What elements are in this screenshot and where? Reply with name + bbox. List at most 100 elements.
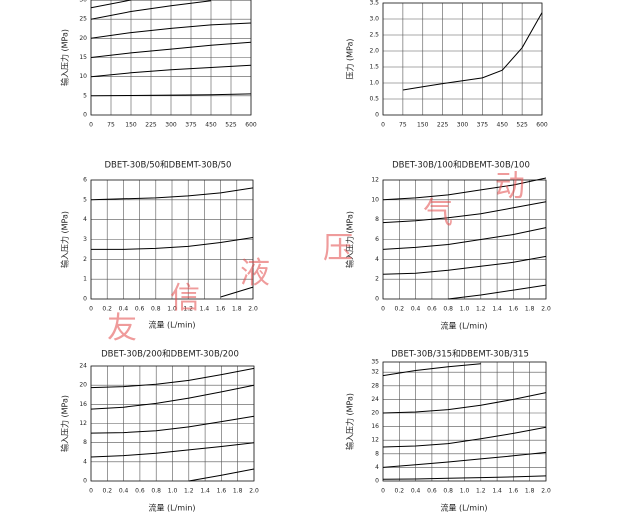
x-tick-label: 1.6	[509, 488, 519, 495]
x-tick-label: 1.4	[492, 306, 502, 313]
curve	[382, 363, 481, 377]
x-axis-label: 流量 (L/min)	[440, 321, 487, 331]
curve	[382, 227, 547, 250]
y-tick-label: 3	[83, 236, 87, 243]
x-tick-label: 75	[399, 122, 407, 129]
x-tick-label: 1.6	[217, 488, 227, 495]
x-tick-label: 375	[477, 122, 489, 129]
y-tick-label: 6	[375, 236, 379, 243]
y-tick-label: 5	[83, 196, 87, 203]
x-tick-label: 2.0	[541, 306, 551, 313]
y-tick-label: 24	[371, 396, 379, 403]
watermark-char: 友	[107, 311, 137, 346]
curve	[90, 442, 255, 458]
y-tick-label: 16	[371, 423, 379, 430]
x-tick-label: 0	[381, 306, 385, 313]
x-tick-label: 1.4	[200, 488, 210, 495]
y-tick-label: 2	[375, 276, 379, 283]
curve	[90, 0, 132, 9]
x-tick-label: 2.0	[249, 488, 259, 495]
watermark-char: 动	[495, 169, 525, 204]
y-axis-label: 输入压力 (MPa)	[60, 29, 70, 86]
x-tick-label: 0	[89, 122, 93, 129]
x-tick-label: 1.0	[167, 306, 177, 313]
x-tick-label: 225	[437, 122, 449, 129]
curve	[402, 12, 543, 91]
y-tick-label: 20	[79, 35, 87, 42]
y-tick-label: 0	[83, 296, 87, 303]
x-tick-label: 1.8	[233, 488, 243, 495]
x-tick-label: 1.2	[476, 488, 486, 495]
x-tick-label: 1.8	[525, 488, 535, 495]
curve	[220, 286, 254, 298]
y-tick-label: 20	[79, 382, 87, 389]
watermark-char: 信	[170, 281, 200, 316]
plot-frame	[90, 179, 254, 300]
curve	[90, 41, 252, 58]
y-tick-label: 16	[79, 401, 87, 408]
x-tick-label: 0	[89, 306, 93, 313]
x-tick-label: 1.2	[183, 306, 193, 313]
y-tick-label: 4	[83, 458, 87, 465]
y-tick-label: 0	[375, 478, 379, 485]
watermark-char: 液	[240, 256, 270, 291]
x-tick-label: 0.4	[411, 306, 421, 313]
y-tick-label: 3.5	[369, 0, 379, 7]
x-tick-label: 1.0	[460, 306, 470, 313]
curve	[90, 367, 255, 389]
y-tick-label: 12	[371, 437, 379, 444]
curve	[90, 64, 252, 78]
x-tick-label: 0.6	[135, 306, 145, 313]
x-tick-label: 1.6	[216, 306, 226, 313]
x-tick-label: 0.6	[135, 488, 145, 495]
curve	[382, 392, 547, 414]
y-tick-label: 6	[83, 177, 87, 184]
x-tick-label: 450	[205, 122, 217, 129]
curve	[382, 475, 547, 480]
chart-title: DBET-30B/200和DBEMT-30B/200	[101, 350, 239, 360]
curve	[382, 255, 547, 275]
y-tick-label: 25	[79, 16, 87, 23]
y-tick-label: 5	[83, 92, 87, 99]
y-tick-label: 24	[79, 363, 87, 370]
y-tick-label: 4	[375, 464, 379, 471]
chart-title: DBET-30B/50和DBEMT-30B/50	[105, 161, 232, 171]
x-tick-label: 0.2	[395, 306, 405, 313]
curve	[382, 451, 547, 468]
y-tick-label: 1	[83, 276, 87, 283]
y-tick-label: 2.0	[369, 48, 379, 55]
x-tick-label: 150	[125, 122, 137, 129]
x-tick-label: 150	[417, 122, 429, 129]
curve	[90, 0, 212, 20]
curve	[382, 201, 547, 224]
x-tick-label: 0.2	[395, 488, 405, 495]
y-tick-label: 15	[79, 54, 87, 61]
x-tick-label: 600	[245, 122, 257, 129]
y-tick-label: 28	[371, 382, 379, 389]
y-tick-label: 4	[375, 256, 379, 263]
x-tick-label: 450	[497, 122, 509, 129]
y-axis-label: 输入压力 (MPa)	[60, 211, 70, 268]
watermark-char: 压	[323, 231, 353, 266]
y-tick-label: 1.5	[369, 64, 379, 71]
curve	[188, 468, 255, 482]
watermark-char: 气	[423, 196, 453, 231]
x-axis-label: 流量 (L/min)	[148, 503, 195, 513]
x-tick-label: 0.2	[103, 488, 113, 495]
curve	[90, 22, 252, 39]
curve	[90, 187, 254, 201]
y-tick-label: 3.0	[369, 16, 379, 23]
x-tick-label: 600	[536, 122, 548, 129]
y-tick-label: 20	[371, 410, 379, 417]
x-tick-label: 1.6	[509, 306, 519, 313]
x-tick-label: 0.6	[427, 488, 437, 495]
curve	[382, 426, 547, 448]
x-tick-label: 0.8	[151, 488, 161, 495]
plot-frame	[382, 361, 547, 482]
plot-frame	[382, 179, 547, 300]
x-tick-label: 1.2	[184, 488, 194, 495]
x-tick-label: 0	[89, 488, 93, 495]
y-tick-label: 2	[83, 256, 87, 263]
x-tick-label: 0.6	[427, 306, 437, 313]
